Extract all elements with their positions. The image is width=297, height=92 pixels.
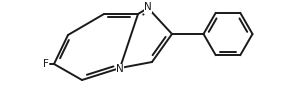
Text: F: F xyxy=(43,59,48,69)
Text: N: N xyxy=(116,63,124,74)
Text: N: N xyxy=(144,2,152,13)
